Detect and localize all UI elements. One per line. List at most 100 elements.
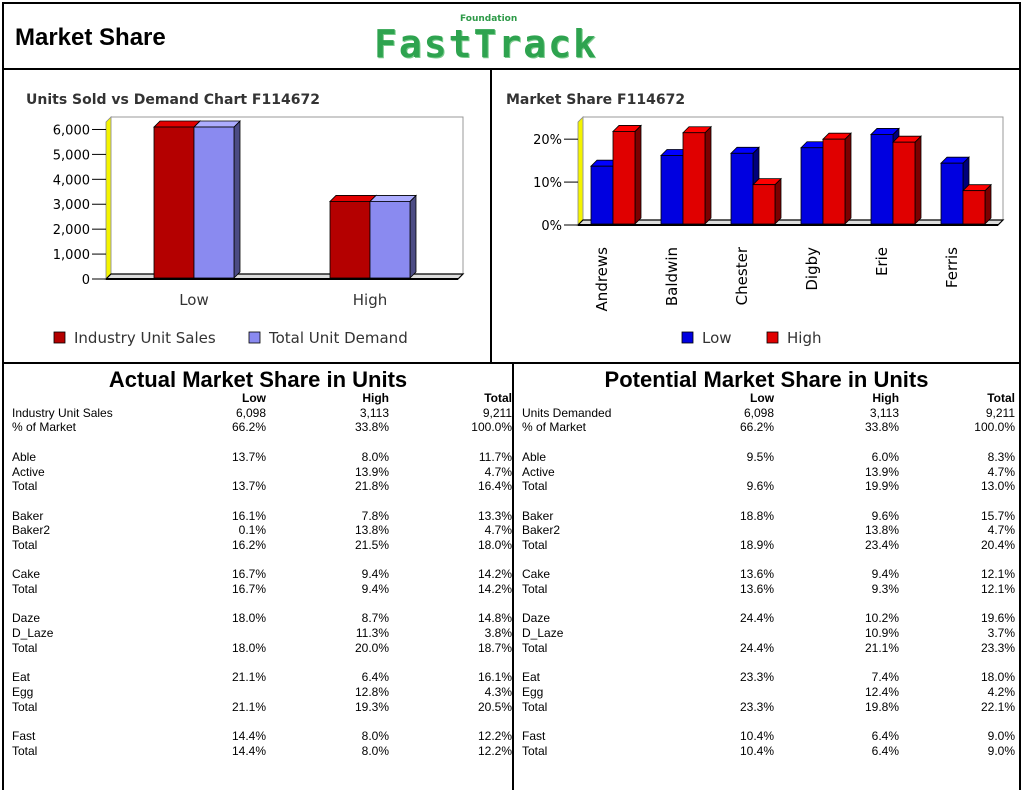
spacer-row (12, 656, 512, 671)
cell-value (122, 656, 266, 671)
bar-face (870, 134, 894, 225)
cell-value: 13.6% (740, 582, 775, 597)
cell-value: 13.9% (354, 464, 389, 479)
spacer-row (12, 494, 512, 509)
table-row: Baker2 13.8% 4.7% (522, 523, 1015, 538)
cell-value (774, 597, 899, 612)
cell-value: 23.3% (740, 670, 775, 685)
spacer-row (12, 597, 512, 612)
row-label: Daze (12, 611, 41, 626)
x-tick-label: Ferris (943, 247, 961, 288)
cell-value (266, 494, 389, 509)
bar (962, 183, 992, 225)
actual-market-share-table: Low High Total Industry Unit Sales 6,098 3,11… (12, 391, 512, 758)
legend-swatch (766, 331, 779, 344)
y-tick-label: 4,000 (53, 173, 90, 188)
y-tick-label: 5,000 (53, 148, 90, 163)
row-label: Fast (522, 729, 546, 744)
header-bar: Market Share Foundation FastTrack (2, 2, 1021, 70)
row-label: Egg (522, 684, 544, 699)
y-tick-label: 10% (533, 176, 562, 191)
cell-value: 3,113 (869, 405, 900, 420)
cell-value (389, 714, 512, 729)
cell-value (899, 553, 1015, 568)
cell-value (633, 656, 774, 671)
row-label: Total (522, 582, 548, 597)
cell-value (899, 597, 1015, 612)
cell-value: 20.4% (980, 538, 1015, 552)
row-label: D_Laze (522, 626, 564, 641)
table-row: Total 21.1% 19.3% 20.5% (12, 700, 512, 715)
cell-value: 9.6% (746, 479, 775, 494)
cell-value (122, 714, 266, 729)
bar-face (914, 135, 922, 225)
cell-value: 9.4% (361, 582, 389, 597)
table-row: Total 23.3% 19.8% 22.1% (522, 700, 1015, 715)
cell-value: 8.0% (361, 743, 389, 758)
cell-value: 66.2% (740, 420, 775, 435)
cell-value: 20.0% (354, 640, 389, 655)
cell-value (633, 553, 774, 568)
cell-value: 16.2% (231, 538, 266, 552)
column-header: Low (750, 391, 775, 405)
cell-value: 12.8% (354, 684, 389, 699)
cell-value: 13.3% (477, 508, 512, 523)
spacer-row (522, 714, 1015, 729)
table-row: Industry Unit Sales 6,098 3,113 9,211 (12, 406, 512, 421)
cell-value (899, 494, 1015, 509)
cell-value: 4.7% (987, 464, 1015, 479)
cell-value: 12.1% (980, 582, 1015, 597)
legend-swatch (53, 331, 66, 344)
potential-market-share-title: Potential Market Share in Units (604, 367, 929, 392)
bar (193, 120, 241, 279)
row-label: Egg (12, 684, 34, 699)
cell-value: 21.5% (354, 538, 389, 552)
bar-face (329, 195, 377, 202)
cell-value (122, 597, 266, 612)
cell-value (122, 685, 266, 700)
legend-label: High (787, 329, 821, 347)
row-label (12, 656, 122, 671)
x-tick-label: Chester (733, 246, 751, 305)
spacer-row (12, 435, 512, 450)
cell-value: 12.2% (477, 743, 512, 758)
bar-face (329, 201, 371, 279)
table-row: Total 16.7% 9.4% 14.2% (12, 582, 512, 597)
bar-face (193, 120, 241, 128)
spacer-row (522, 494, 1015, 509)
bar (822, 132, 852, 225)
table-row: Baker2 0.1% 13.8% 4.7% (12, 523, 512, 538)
cell-value: 3.7% (987, 626, 1015, 641)
bar-face (153, 120, 201, 128)
cell-value: 18.8% (740, 508, 775, 523)
cell-value (633, 626, 774, 641)
bar (153, 120, 201, 279)
cell-value: 21.1% (231, 699, 266, 714)
potential-market-share-panel: Potential Market Share in Units Low High T… (512, 362, 1021, 790)
cell-value: 14.2% (477, 567, 512, 582)
column-header: Low (242, 391, 266, 405)
cell-value: 8.3% (987, 449, 1015, 464)
cell-value: 19.8% (865, 699, 900, 714)
row-label: Total (12, 640, 38, 655)
cell-value: 12.4% (865, 684, 900, 699)
x-tick-label: Baldwin (663, 247, 681, 306)
row-label (12, 553, 122, 568)
bar-face (892, 141, 916, 225)
cell-value: 12.1% (980, 567, 1015, 582)
cell-value: 24.4% (740, 640, 775, 655)
bar-face (822, 138, 846, 225)
cell-value: 11.3% (355, 626, 389, 641)
row-label: Active (522, 464, 555, 479)
row-label: Total (522, 479, 548, 494)
cell-value: 18.0% (231, 611, 266, 626)
cell-value: 10.2% (865, 611, 900, 626)
cell-value: 13.0% (980, 479, 1015, 494)
bar (752, 177, 782, 225)
y-tick-label: 0% (541, 219, 562, 234)
table-row: Total 16.2% 21.5% 18.0% (12, 538, 512, 553)
row-label: Baker2 (522, 523, 561, 538)
cell-value: 9.4% (871, 567, 900, 582)
column-header: Total (987, 391, 1015, 405)
bar-face (153, 126, 195, 279)
